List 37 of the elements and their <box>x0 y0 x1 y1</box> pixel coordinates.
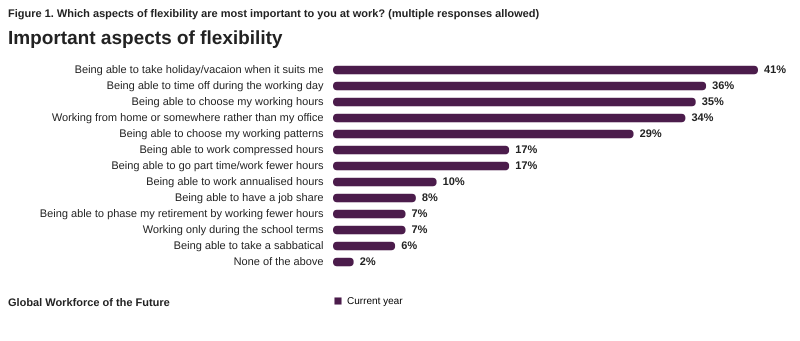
bar <box>333 82 706 90</box>
y-tick-label: Being able to work annualised hours <box>146 176 324 188</box>
y-tick-label: Being able to phase my retirement by working fewer hours <box>40 208 324 220</box>
bar <box>333 66 758 74</box>
legend-label: Current year <box>347 296 404 307</box>
data-label: 36% <box>712 80 734 92</box>
y-tick-label: None of the above <box>234 256 324 268</box>
data-label: 17% <box>515 144 538 156</box>
chart-title: Figure 1. Which aspects of flexibility are most important to you at work? (multiple responses allowed) <box>8 8 540 20</box>
y-tick-label: Being able to take holiday/vacaion when it suits me <box>74 64 324 76</box>
y-tick-label: Being able to choose my working patterns <box>119 128 324 140</box>
text: Global Workforce of the Future <box>8 297 170 309</box>
bar <box>333 130 634 138</box>
bar <box>333 114 686 122</box>
bar <box>333 98 696 106</box>
y-tick-label: Working from home or somewhere rather than my office <box>52 112 324 124</box>
data-label: 2% <box>360 256 376 268</box>
data-label: 8% <box>422 192 438 204</box>
y-tick-label: Being able to take a sabbatical <box>174 240 324 252</box>
data-label: 29% <box>640 128 662 140</box>
text: Important aspects of flexibility <box>8 28 283 49</box>
y-tick-label: Being able to work compressed hours <box>139 144 324 156</box>
data-label: 41% <box>764 64 786 76</box>
y-tick-label: Working only during the school terms <box>142 224 324 236</box>
y-tick-label: Being able to have a job share <box>174 192 324 204</box>
data-label: 6% <box>401 240 418 252</box>
y-tick-label: Being able to choose my working hours <box>132 96 324 108</box>
data-label: 10% <box>442 176 465 188</box>
y-tick-label: Being able to go part time/work fewer hours <box>111 160 324 172</box>
data-label: 17% <box>515 160 538 172</box>
bar <box>333 162 510 170</box>
data-label: 34% <box>691 112 714 124</box>
data-label: 7% <box>412 224 428 236</box>
y-tick-label: Being able to time off during the working day <box>106 80 324 92</box>
bar <box>333 146 510 154</box>
data-label: 7% <box>412 208 428 220</box>
data-label: 35% <box>702 96 724 108</box>
